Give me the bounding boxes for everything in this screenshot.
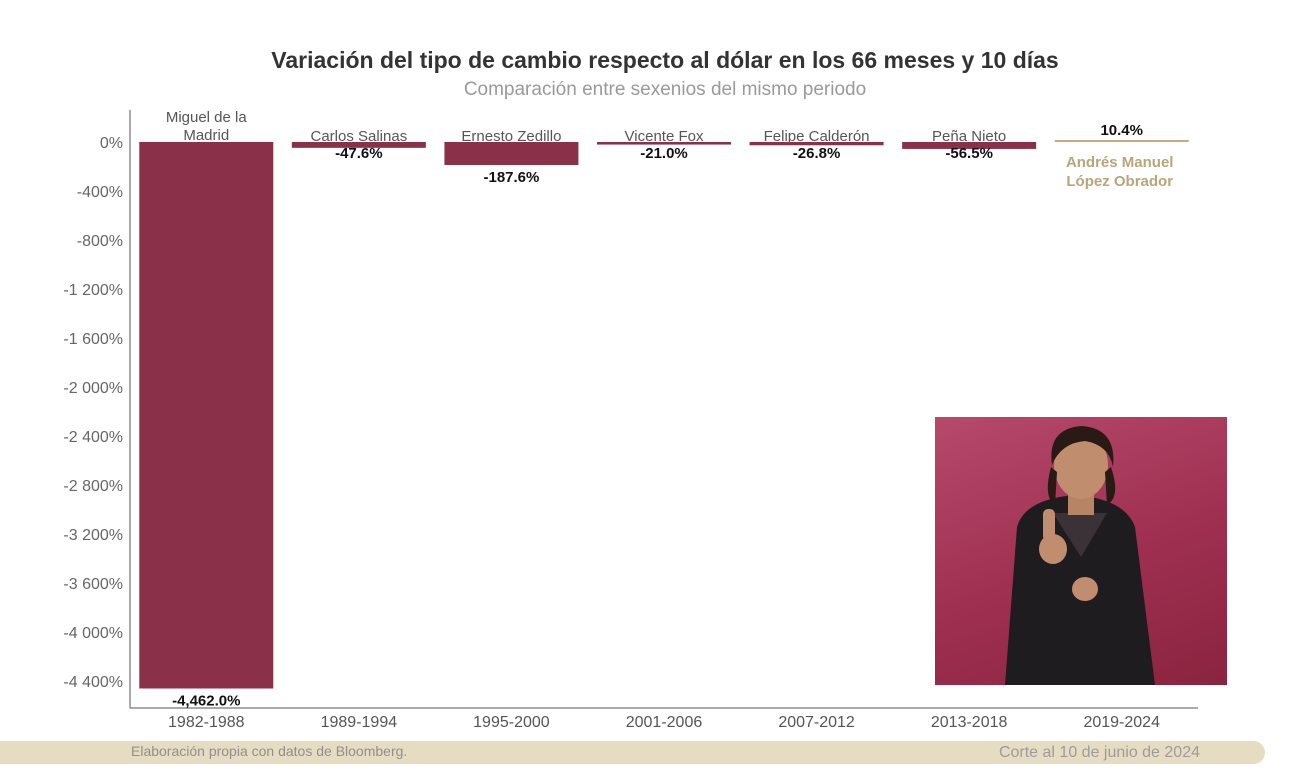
y-tick-label: -3 200% [63,527,123,544]
chart-title: Variación del tipo de cambio respecto al… [271,47,1059,73]
president-label: Andrés Manuel [1066,154,1174,171]
x-tick-label: 1995-2000 [473,714,550,731]
x-tick-label: 2007-2012 [778,714,855,731]
chart-subtitle: Comparación entre sexenios del mismo per… [463,79,867,100]
source-note: Elaboración propia con datos de Bloomber… [131,743,408,759]
y-tick-label: -2 000% [63,380,123,397]
sign-language-interpreter-video [935,417,1227,685]
value-label: -4,462.0% [172,693,240,710]
president-label: Miguel de la [166,109,248,126]
bar-2001-2006 [597,142,731,145]
value-label: -21.0% [640,145,688,162]
x-tick-label: 2013-2018 [931,714,1008,731]
y-tick-label: -3 600% [63,576,123,593]
interpreter-figure [1005,426,1155,685]
president-label: Ernesto Zedillo [461,128,561,145]
x-tick-label: 2001-2006 [626,714,703,731]
value-label: -56.5% [945,145,993,162]
bar-1982-1988 [139,142,274,689]
president-label: López Obrador [1066,173,1173,190]
y-tick-label: -1 600% [63,331,123,348]
y-tick-label: -400% [77,184,123,201]
bar-1995-2000 [444,142,579,165]
bar-1989-1994 [291,142,426,148]
x-tick-label: 1989-1994 [321,714,398,731]
president-label: Vicente Fox [625,128,704,145]
president-label: Felipe Calderón [764,128,870,145]
bar-2013-2018 [902,142,1037,149]
y-tick-label: -800% [77,233,123,250]
president-label: Madrid [183,127,229,144]
y-tick-label: -4 000% [63,625,123,642]
y-tick-label: 0% [100,135,123,152]
value-label: -26.8% [793,145,841,162]
value-label: -47.6% [335,145,383,162]
value-label: 10.4% [1100,122,1143,139]
cutoff-date: Corte al 10 de junio de 2024 [998,744,1200,761]
y-tick-label: -1 200% [63,282,123,299]
value-label: -187.6% [483,169,539,186]
x-tick-label: 1982-1988 [168,714,245,731]
bar-2019-2024 [1054,140,1189,142]
bar-2007-2012 [749,142,884,146]
president-label: Peña Nieto [932,128,1006,145]
footer-band [0,741,1265,764]
president-label: Carlos Salinas [310,128,407,145]
y-tick-label: -2 800% [63,478,123,495]
bar-chart: 0% -400% -800% -1 200% -1 600% -2 000% -2 400%… [63,109,1198,731]
x-tick-label: 2019-2024 [1083,714,1160,731]
y-tick-label: -4 400% [63,674,123,691]
y-tick-label: -2 400% [63,429,123,446]
